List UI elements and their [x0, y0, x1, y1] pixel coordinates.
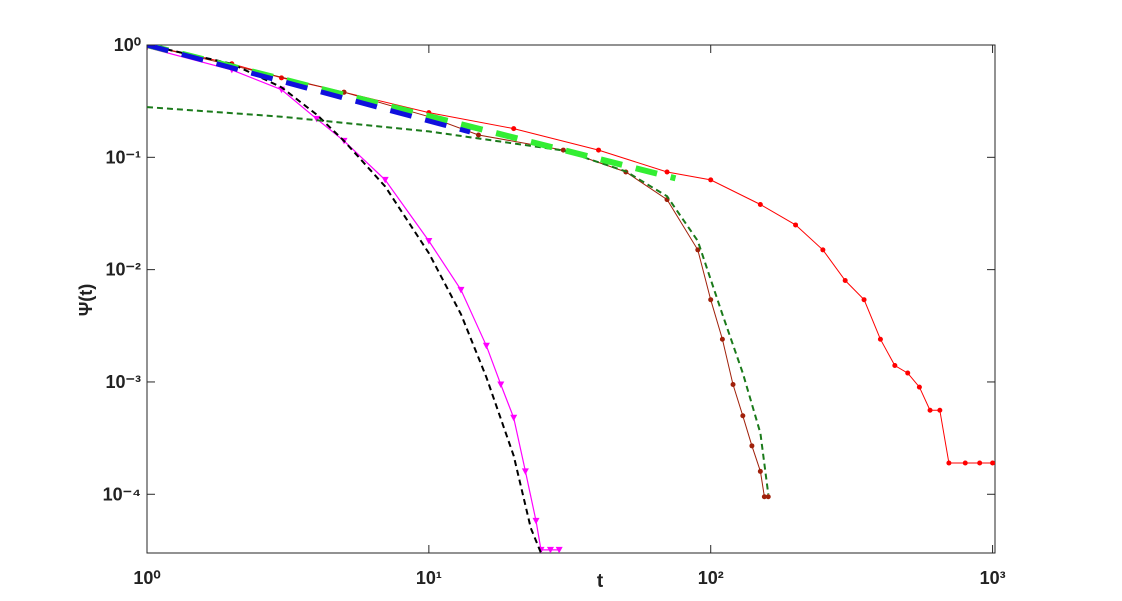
- marker: [457, 286, 465, 294]
- series-line: [147, 106, 770, 495]
- marker: [555, 546, 563, 553]
- series-line: [147, 45, 471, 135]
- marker: [820, 247, 826, 253]
- y-tick-label: 10⁰: [114, 35, 141, 55]
- marker: [927, 407, 933, 413]
- marker: [708, 177, 714, 183]
- marker: [381, 176, 389, 184]
- marker: [664, 169, 670, 175]
- marker: [977, 460, 983, 466]
- x-axis-label: t: [597, 571, 604, 592]
- marker: [962, 460, 968, 466]
- marker: [793, 222, 799, 228]
- marker: [937, 407, 943, 413]
- y-tick-label: 10⁻²: [105, 260, 141, 280]
- marker: [546, 546, 554, 553]
- marker: [740, 413, 746, 419]
- series-layer: [147, 45, 995, 553]
- marker: [521, 468, 529, 475]
- marker: [861, 297, 867, 303]
- marker: [842, 278, 848, 284]
- marker: [482, 342, 490, 350]
- plot-area: [146, 44, 996, 554]
- marker: [877, 336, 883, 342]
- marker: [510, 414, 518, 422]
- x-tick-label: 10¹: [416, 568, 442, 588]
- y-axis-label: Ψ(t): [76, 284, 96, 317]
- series-line: [147, 46, 560, 551]
- marker: [475, 132, 481, 138]
- marker: [905, 370, 911, 376]
- marker: [761, 494, 767, 500]
- series-line: [147, 45, 993, 464]
- marker: [765, 494, 771, 500]
- marker: [719, 336, 725, 342]
- y-tick-label: 10⁻³: [105, 372, 141, 392]
- marker: [749, 443, 755, 449]
- marker: [916, 384, 922, 390]
- x-tick-label: 10⁰: [133, 568, 160, 588]
- marker: [596, 147, 602, 153]
- marker: [497, 381, 505, 388]
- marker: [990, 460, 995, 466]
- marker: [313, 115, 321, 123]
- marker: [730, 381, 736, 387]
- y-tick-label: 10⁻¹: [105, 147, 141, 167]
- marker: [757, 468, 763, 474]
- marker: [946, 460, 952, 466]
- series-line: [147, 45, 542, 553]
- marker: [425, 237, 433, 245]
- marker: [892, 363, 898, 369]
- marker: [532, 517, 540, 525]
- x-tick-label: 10³: [980, 568, 1006, 588]
- marker: [757, 202, 763, 208]
- marker: [695, 247, 701, 253]
- y-tick-label: 10⁻⁴: [103, 484, 141, 504]
- x-tick-label: 10²: [698, 568, 724, 588]
- marker: [708, 297, 714, 303]
- marker: [511, 126, 517, 132]
